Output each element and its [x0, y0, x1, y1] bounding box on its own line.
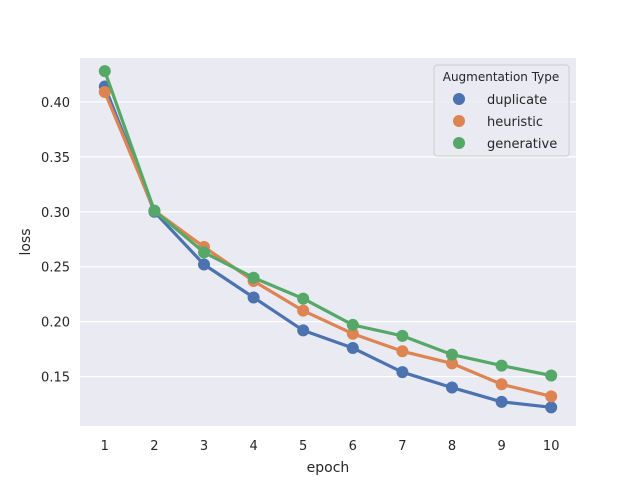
- series-line-generative: [103, 69, 553, 378]
- legend-label: generative: [487, 137, 557, 152]
- data-point-duplicate: [446, 381, 458, 394]
- y-tick-label: 0.30: [41, 206, 70, 221]
- legend-entry-generative: generative: [453, 137, 557, 152]
- data-point-generative: [148, 204, 161, 217]
- x-tick-label: 6: [349, 439, 357, 454]
- data-point-generative: [495, 359, 508, 372]
- y-tick-label: 0.25: [41, 261, 70, 276]
- y-tick-label: 0.35: [41, 151, 70, 166]
- data-point-duplicate: [545, 401, 558, 414]
- legend-label: heuristic: [487, 115, 543, 130]
- data-point-generative: [396, 329, 409, 342]
- data-point-generative: [247, 271, 260, 284]
- x-tick-label: 3: [200, 439, 208, 454]
- data-point-heuristic: [346, 327, 359, 340]
- legend-marker: [453, 137, 465, 149]
- x-tick-label: 7: [398, 439, 406, 454]
- series-generative: [98, 65, 558, 382]
- y-tick-label: 0.15: [41, 371, 70, 386]
- x-tick-label: 8: [448, 439, 456, 454]
- data-point-duplicate: [495, 395, 508, 408]
- legend-marker: [453, 115, 465, 127]
- legend-entry-heuristic: heuristic: [453, 115, 543, 130]
- legend-entries: duplicate heuristic generative: [453, 93, 557, 152]
- data-point-duplicate: [297, 324, 310, 337]
- y-tick-label: 0.40: [41, 96, 70, 111]
- series-group: [98, 65, 558, 414]
- data-point-generative: [446, 348, 458, 361]
- data-point-heuristic: [446, 357, 458, 370]
- x-tick-label: 1: [101, 439, 109, 454]
- legend-box: [433, 64, 570, 157]
- y-axis-ticks: 0.15 0.20 0.25 0.30 0.35 0.40: [41, 96, 70, 386]
- x-axis-ticks: 1 2 3 4 5 6 7 8 9 10: [101, 439, 560, 454]
- data-point-heuristic: [98, 86, 111, 99]
- data-point-duplicate: [198, 258, 210, 271]
- series-line-duplicate: [103, 84, 553, 409]
- x-tick-label: 10: [543, 439, 560, 454]
- y-tick-label: 0.20: [41, 316, 70, 331]
- legend: Augmentation Type duplicate heuristic gene…: [433, 64, 570, 157]
- data-point-heuristic: [495, 378, 508, 391]
- legend-entry-duplicate: duplicate: [453, 93, 547, 108]
- x-tick-label: 2: [150, 439, 158, 454]
- data-point-generative: [545, 369, 558, 382]
- y-axis-title: loss: [18, 228, 34, 255]
- series-line-heuristic: [103, 90, 553, 398]
- data-point-heuristic: [396, 345, 409, 358]
- data-point-generative: [98, 65, 111, 78]
- data-point-heuristic: [545, 390, 558, 403]
- data-point-heuristic: [297, 304, 310, 317]
- x-tick-label: 5: [299, 439, 307, 454]
- data-point-duplicate: [396, 366, 409, 379]
- x-tick-label: 4: [249, 439, 257, 454]
- data-point-generative: [297, 292, 310, 305]
- legend-marker: [453, 93, 465, 105]
- data-point-duplicate: [346, 342, 359, 355]
- legend-title: Augmentation Type: [443, 70, 560, 84]
- data-point-generative: [346, 318, 359, 331]
- data-point-duplicate: [247, 291, 260, 304]
- data-point-generative: [198, 246, 210, 259]
- legend-label: duplicate: [487, 93, 547, 108]
- x-axis-title: epoch: [307, 460, 350, 476]
- x-tick-label: 9: [497, 439, 505, 454]
